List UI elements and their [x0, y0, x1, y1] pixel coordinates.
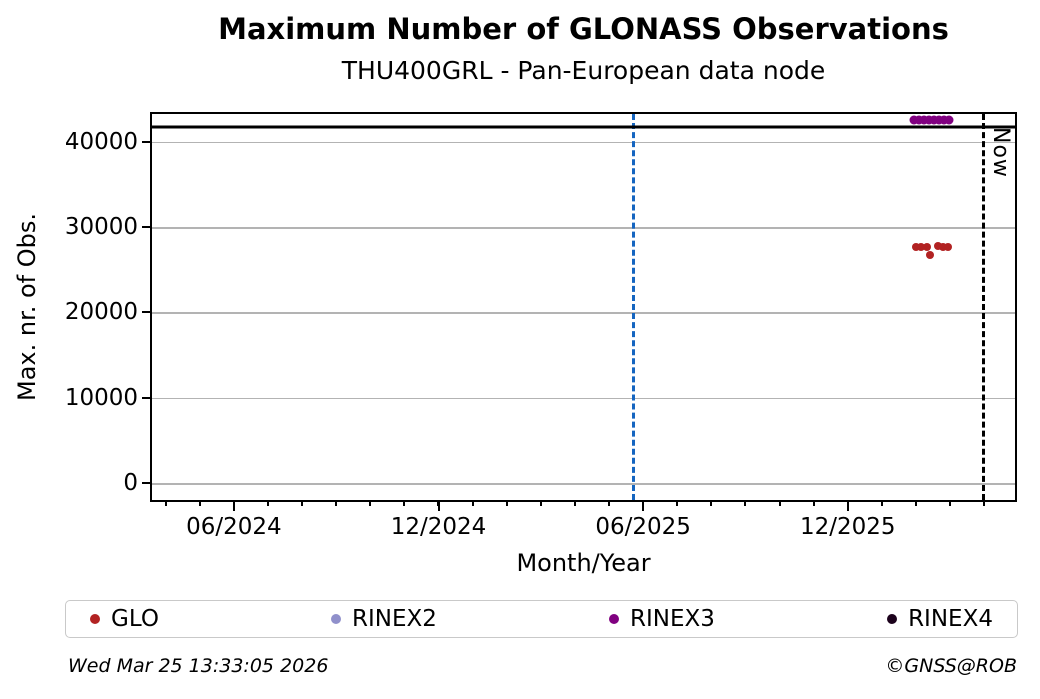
legend-label-rinex2: RINEX2 — [352, 606, 437, 632]
x-minor-tick — [301, 500, 304, 506]
y-tick-label: 0 — [123, 470, 138, 497]
data-point-glo — [934, 242, 943, 251]
legend-label-glo: GLO — [111, 606, 159, 632]
legend-item-rinex3: RINEX3 — [609, 606, 715, 632]
legend-label-rinex3: RINEX3 — [630, 606, 715, 632]
chart-subtitle: THU400GRL - Pan-European data node — [341, 56, 826, 85]
glo-marker-icon — [90, 614, 100, 624]
y-tick-label: 40000 — [64, 128, 138, 155]
y-tick-label: 10000 — [64, 384, 138, 411]
data-point-rinex3 — [939, 115, 949, 125]
data-point-glo — [923, 243, 932, 252]
y-gridline — [152, 397, 1015, 400]
x-minor-tick — [335, 500, 338, 506]
x-minor-tick — [403, 500, 406, 506]
legend-item-rinex4: RINEX4 — [887, 606, 993, 632]
y-tick-mark — [142, 396, 150, 399]
x-minor-tick — [812, 500, 815, 506]
data-point-rinex3 — [914, 115, 924, 125]
y-tick-mark — [142, 140, 150, 143]
plot-timestamp: Wed Mar 25 13:33:05 2026 — [68, 655, 329, 677]
data-point-glo — [943, 242, 952, 251]
x-minor-tick — [983, 500, 986, 506]
x-minor-tick — [505, 500, 508, 506]
data-point-rinex3 — [909, 115, 919, 125]
x-axis-label: Month/Year — [516, 549, 651, 577]
x-tick-label: 12/2025 — [800, 514, 896, 540]
x-minor-tick — [608, 500, 611, 506]
now-label: Now — [988, 127, 1014, 178]
x-minor-tick — [266, 500, 269, 506]
x-tick-label: 06/2024 — [186, 514, 282, 540]
data-point-rinex3 — [924, 115, 934, 125]
copyright-credit: ©GNSS@ROB — [885, 655, 1017, 677]
y-gridline — [152, 312, 1015, 314]
max-observations-line — [152, 125, 1015, 129]
x-minor-tick — [880, 500, 883, 506]
rinex4-marker-icon — [887, 614, 898, 624]
data-point-rinex3 — [944, 115, 954, 125]
x-tick-label: 06/2025 — [595, 514, 691, 540]
y-tick-label: 20000 — [64, 299, 138, 326]
data-point-rinex3 — [929, 115, 939, 125]
x-major-tick — [232, 500, 235, 511]
data-point-glo — [917, 242, 926, 251]
now-line — [982, 114, 986, 500]
y-tick-mark — [142, 226, 150, 229]
x-minor-tick — [744, 500, 747, 506]
x-major-tick — [846, 500, 849, 511]
data-point-glo — [939, 242, 948, 251]
x-minor-tick — [778, 500, 781, 506]
chart-title: Maximum Number of GLONASS Observations — [218, 12, 949, 46]
legend-item-glo: GLO — [90, 606, 159, 632]
plot-area: 0 10000 20000 30000 40000 06/2024 12/2024 06/20… — [65, 112, 1017, 540]
y-gridline — [152, 227, 1015, 229]
legend-label-rinex4: RINEX4 — [908, 606, 993, 632]
data-point-glo — [912, 242, 921, 251]
data-point-glo — [925, 251, 934, 260]
y-gridline — [152, 483, 1015, 485]
rinex3-marker-icon — [609, 614, 620, 624]
x-minor-tick — [164, 500, 167, 506]
x-tick-label: 12/2024 — [390, 514, 487, 540]
legend-item-rinex2: RINEX2 — [331, 606, 437, 632]
rinex2-marker-icon — [331, 614, 342, 624]
event-line — [631, 114, 635, 500]
x-minor-tick — [539, 500, 542, 506]
y-gridline — [152, 141, 1015, 144]
x-minor-tick — [710, 500, 713, 506]
x-minor-tick — [471, 500, 474, 506]
legend: GLO RINEX2 RINEX3 RINEX4 — [65, 600, 1018, 638]
y-tick-mark — [142, 311, 150, 314]
x-minor-tick — [676, 500, 679, 506]
y-tick-label: 30000 — [64, 214, 138, 241]
x-minor-tick — [369, 500, 372, 506]
y-axis-label: Max. nr. of Obs. — [13, 212, 41, 402]
x-minor-tick — [949, 500, 952, 506]
x-minor-tick — [198, 500, 201, 506]
y-tick-mark — [142, 482, 150, 485]
data-point-rinex3 — [919, 115, 929, 125]
data-point-rinex3 — [934, 115, 944, 125]
x-minor-tick — [573, 500, 576, 506]
x-major-tick — [642, 500, 645, 511]
x-major-tick — [437, 500, 440, 511]
x-minor-tick — [915, 500, 917, 506]
